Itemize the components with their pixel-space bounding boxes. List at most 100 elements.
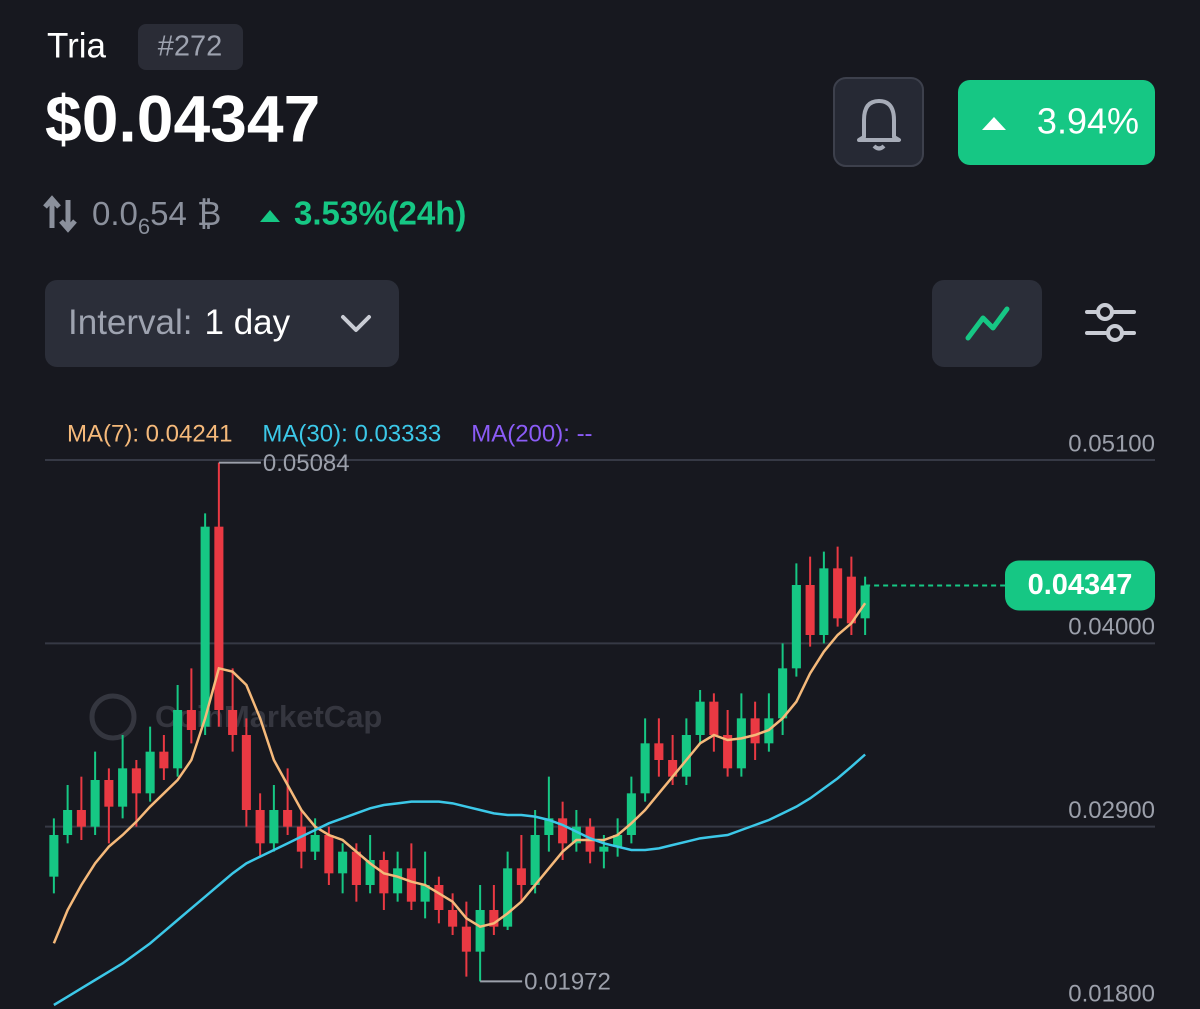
interval-value: 1 day [205, 303, 291, 342]
settings-knob[interactable] [1096, 303, 1114, 321]
candle-body [681, 735, 691, 777]
legend-entry: MA(30): 0.03333 [262, 420, 441, 447]
candle-body [530, 835, 540, 885]
legend-entry: MA(7): 0.04241 [67, 420, 232, 447]
candle-body [640, 743, 650, 794]
chevron-icon [341, 315, 371, 332]
last-price-label: 0.04347 [1028, 569, 1133, 601]
candle-body [324, 835, 334, 874]
candle-body [159, 751, 169, 769]
candle-body [736, 718, 746, 769]
candle-body [778, 668, 788, 719]
candle-body [791, 585, 801, 669]
candle-body [503, 868, 513, 927]
last-price-box [1005, 560, 1155, 611]
candle-body [571, 826, 581, 844]
candle-body [283, 810, 293, 827]
candle-body [750, 718, 760, 744]
chart-type-button[interactable] [932, 280, 1042, 367]
btc-row: 0.0654 ₿ 3.53%(24h) [43, 195, 466, 239]
candle-body [461, 926, 471, 952]
candle-body [544, 818, 554, 835]
ma-line [53, 753, 866, 1007]
candle-body [269, 810, 279, 844]
candle-body [448, 910, 458, 927]
coin-name: Tria [47, 26, 107, 65]
up-arrow [982, 117, 1006, 130]
candle-body [76, 810, 86, 827]
interval-button[interactable]: Interval: 1 day [45, 280, 399, 367]
btc-symbol: ₿ [197, 195, 221, 232]
low-marker-label: 0.01972 [524, 969, 611, 996]
candle-body [709, 701, 719, 735]
swap-icon [43, 195, 77, 233]
candle-body [613, 835, 623, 847]
candle-body [558, 818, 568, 844]
change-button[interactable]: 3.94% [958, 80, 1155, 165]
candle-body [819, 568, 829, 635]
candle-body [228, 710, 238, 735]
candle-body [63, 810, 73, 835]
candle-body [90, 780, 100, 827]
candle-body [200, 526, 210, 727]
candle-body [626, 793, 636, 835]
candle-body [860, 585, 870, 619]
ma-line [52, 602, 867, 944]
candle-body [241, 735, 251, 810]
candle-body [255, 810, 265, 844]
alert-button[interactable] [833, 77, 924, 167]
candle-body [833, 568, 843, 619]
settings-button[interactable] [1085, 303, 1136, 342]
rank: #272 [158, 31, 223, 63]
y-tick-label: 0.05100 [1068, 430, 1155, 457]
interval-button-bg[interactable] [45, 280, 399, 367]
bell-icon[interactable] [857, 99, 901, 151]
candle-body [118, 768, 128, 807]
y-tick-label: 0.02900 [1068, 797, 1155, 824]
candle-body [186, 710, 196, 730]
candle-body [489, 910, 499, 927]
btc-prefix: 0.0 [92, 195, 138, 232]
y-tick-label: 0.01800 [1068, 980, 1155, 1007]
candle-body [49, 835, 59, 877]
interval-text: Interval: 1 day [68, 303, 291, 342]
candle-body [145, 751, 155, 794]
candle-body [695, 701, 705, 735]
candle-body [351, 851, 361, 885]
settings-lines[interactable] [1085, 310, 1136, 335]
settings-knob[interactable] [1106, 324, 1124, 342]
btc-digits: 54 [150, 195, 187, 232]
change-button-bg[interactable] [958, 80, 1155, 165]
chart: 0.05100 0.04000 0.02900 0.01800 MA(7): 0.042… [45, 420, 1155, 1007]
candle-body [846, 576, 856, 624]
candle-body [434, 885, 444, 910]
candle-body [365, 860, 375, 885]
alert-button-bg[interactable] [833, 77, 924, 167]
candle-body [805, 585, 815, 635]
candle-body [723, 735, 733, 769]
legend-entry: MA(200): -- [471, 420, 592, 447]
high-marker-label: 0.05084 [263, 450, 350, 477]
interval-label: Interval: [68, 303, 193, 342]
candle-body [296, 826, 306, 852]
candle-body [379, 860, 389, 894]
candle-body [475, 910, 485, 952]
candle-body [654, 743, 664, 760]
candle-body [338, 851, 348, 874]
candle-body [599, 846, 609, 852]
candle-body [406, 868, 416, 902]
candle-body [214, 526, 224, 710]
watermark-logo [89, 693, 137, 741]
btc-price: 0.0654 ₿ [92, 195, 221, 239]
price: $0.04347 [45, 81, 320, 155]
candle-body [131, 768, 141, 794]
candle-body [516, 868, 526, 885]
candle-body [420, 885, 430, 902]
candle-body [104, 780, 114, 807]
up-arrow-small [260, 210, 280, 222]
btc-zeros: 6 [138, 214, 150, 239]
candle-body [668, 760, 678, 777]
y-tick-label: 0.04000 [1068, 614, 1155, 641]
change-value: 3.94% [1037, 101, 1139, 142]
